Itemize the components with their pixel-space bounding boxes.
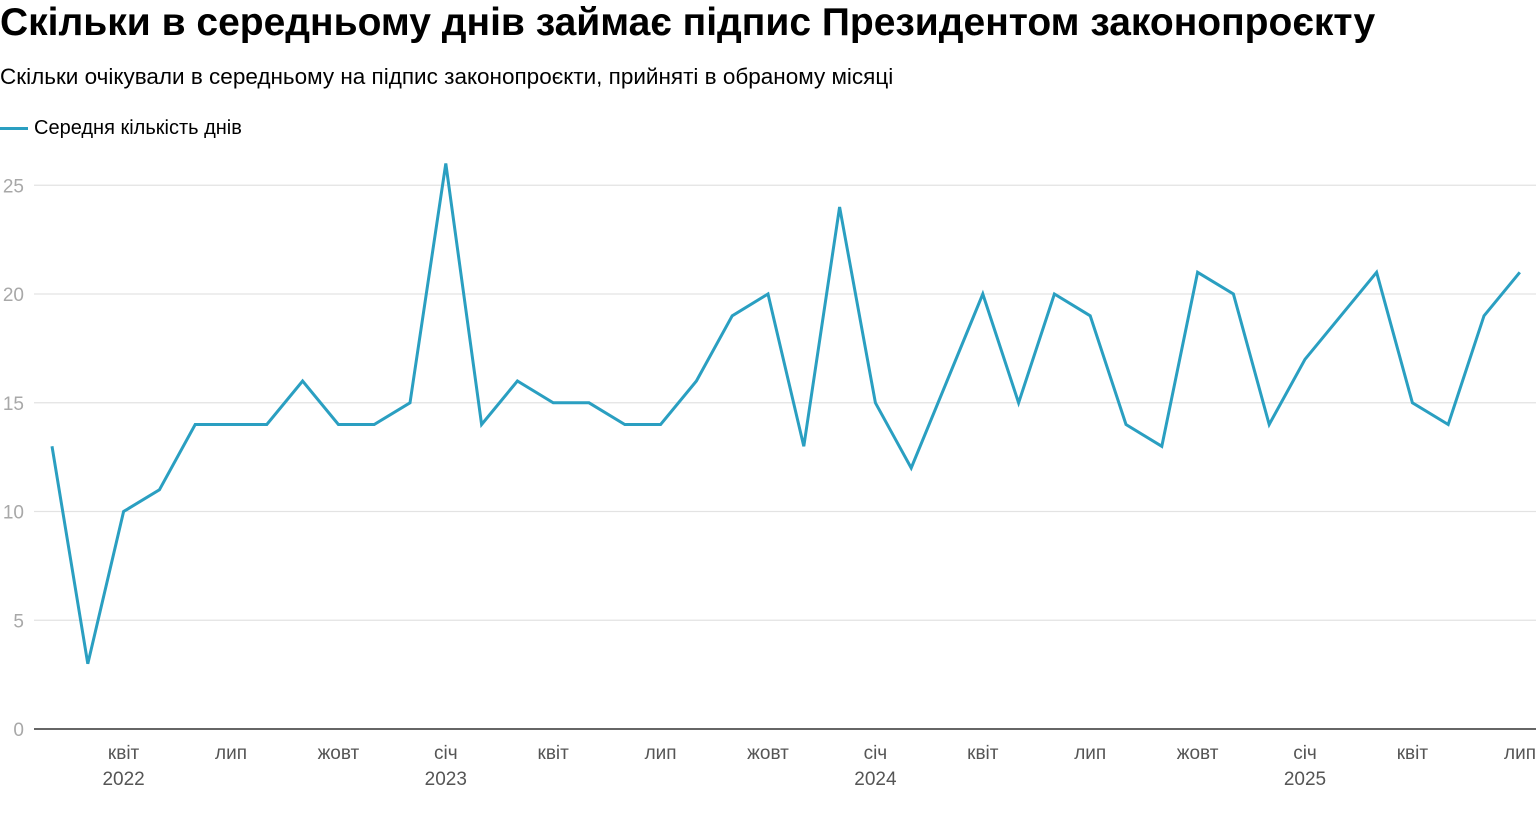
series-layer xyxy=(50,163,1521,665)
series-line xyxy=(50,163,1521,665)
x-year-label: 2025 xyxy=(1284,769,1326,790)
legend-swatch-icon xyxy=(0,126,28,130)
y-tick-label: 20 xyxy=(3,285,24,306)
legend-label: Середня кількість днів xyxy=(34,117,242,139)
x-year-label: 2024 xyxy=(854,769,897,790)
y-tick-label: 5 xyxy=(13,611,24,632)
x-tick-label: квіт xyxy=(538,743,570,764)
x-tick-label: січ xyxy=(864,743,888,764)
x-tick-label: жовт xyxy=(747,743,789,764)
x-tick-label: квіт xyxy=(108,743,140,764)
y-tick-label: 25 xyxy=(3,176,24,197)
x-tick-label: січ xyxy=(1293,743,1317,764)
chart-subtitle: Скільки очікували в середньому на підпис… xyxy=(0,64,894,89)
chart-legend: Середня кількість днів xyxy=(0,114,242,142)
x-tick-label: лип xyxy=(645,743,677,764)
x-tick-label: лип xyxy=(1074,743,1106,764)
x-tick-label: жовт xyxy=(318,743,360,764)
x-tick-label: квіт xyxy=(967,743,999,764)
y-tick-label: 10 xyxy=(3,503,24,524)
x-tick-label: лип xyxy=(1504,743,1536,764)
x-year-label: 2022 xyxy=(102,769,144,790)
y-tick-label: 15 xyxy=(3,394,24,415)
gridlines xyxy=(34,184,1536,730)
x-tick-label: жовт xyxy=(1177,743,1219,764)
y-axis: 0 5 10 15 20 25 xyxy=(3,176,24,741)
x-axis: квіт 2022 лип жовт січ 2023 квіт лип жовт січ 2024… xyxy=(102,743,1536,790)
x-tick-label: лип xyxy=(215,743,247,764)
x-tick-label: січ xyxy=(434,743,458,764)
chart-title: Скільки в середньому днів займає підпис … xyxy=(0,1,1376,44)
x-tick-label: квіт xyxy=(1397,743,1429,764)
y-tick-label: 0 xyxy=(13,720,24,741)
x-year-label: 2023 xyxy=(425,769,467,790)
